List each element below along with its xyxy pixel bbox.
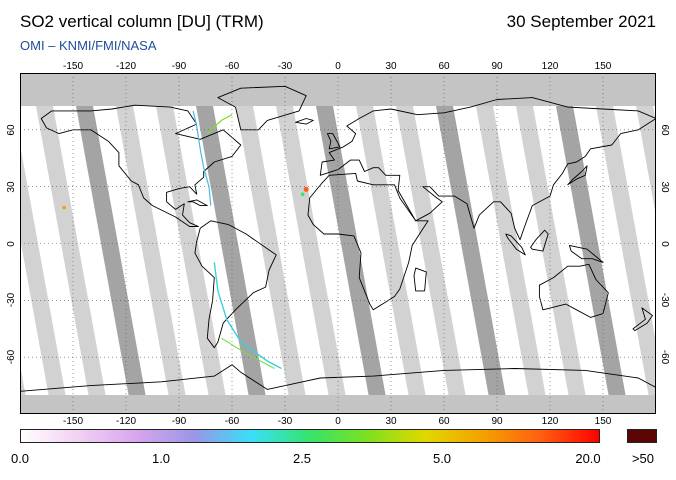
- lon-tick-label: 0: [335, 416, 341, 427]
- swath-gap: [550, 73, 629, 414]
- lon-tick-label: 120: [541, 61, 559, 72]
- lat-tick-label: -30: [6, 293, 17, 308]
- outline-new-zealand: [632, 307, 653, 332]
- swath-gap: [70, 73, 149, 414]
- outline-iceland: [295, 118, 314, 125]
- swath-gap: [470, 73, 549, 414]
- lon-tick-label: 60: [438, 416, 450, 427]
- swath-gap: [110, 73, 189, 414]
- swath-gap: [230, 73, 309, 414]
- data-credit: OMI – KNMI/FMI/NASA: [20, 38, 157, 53]
- lat-lon-grid: [20, 73, 656, 414]
- lat-tick-label: -60: [6, 349, 17, 365]
- colorbar-overflow-swatch: [627, 429, 657, 443]
- orbit-swath-gaps: [20, 73, 656, 414]
- swath-gap: [310, 73, 389, 414]
- lat-tick-label: -60: [659, 349, 670, 365]
- lon-tick-label: -90: [171, 61, 187, 72]
- outline-borneo: [530, 229, 549, 252]
- outline-australia: [538, 263, 609, 318]
- lon-tick-label: 0: [335, 61, 341, 72]
- colorbar-label: 1.0: [151, 451, 171, 466]
- so2-trace: [213, 262, 282, 370]
- outline-africa: [307, 172, 429, 311]
- lon-tick-label: 90: [491, 416, 503, 427]
- so2-trace: [221, 337, 275, 369]
- colorbar-label: 5.0: [432, 451, 452, 466]
- lat-tick-label: -30: [659, 293, 670, 308]
- swath-gap: [20, 144, 69, 414]
- lon-tick-label: -90: [171, 416, 187, 427]
- outline-north-america: [40, 104, 242, 227]
- swath-gap: [30, 73, 109, 414]
- outline-japan: [567, 165, 588, 186]
- lat-tick-label: 60: [659, 124, 670, 136]
- map-frame: [20, 73, 656, 414]
- swath-gap: [590, 73, 656, 414]
- outline-south-america: [194, 220, 277, 349]
- continent-outlines: [20, 85, 656, 414]
- outline-sumatra: [505, 233, 526, 256]
- lon-tick-label: -60: [224, 61, 240, 72]
- colorbar-label: 20.0: [575, 451, 601, 466]
- lon-tick-label: 90: [491, 61, 503, 72]
- lon-tick-label: -60: [224, 416, 240, 427]
- colorbar: [20, 429, 600, 443]
- colorbar-gradient: [20, 429, 600, 443]
- map-date: 30 September 2021: [506, 12, 656, 31]
- lon-tick-label: -150: [62, 416, 84, 427]
- volcanic-hotspot: [303, 186, 309, 192]
- outline-eurasia: [319, 97, 656, 241]
- lon-tick-label: -120: [115, 61, 137, 72]
- outline-greenland: [217, 85, 307, 131]
- colorbar-label: >50: [631, 451, 655, 466]
- lon-tick-label: 120: [541, 416, 559, 427]
- lat-tick-label: 30: [659, 181, 670, 193]
- lon-tick-label: 30: [385, 61, 397, 72]
- colorbar-label: 0.0: [10, 451, 30, 466]
- lat-tick-label: 0: [659, 240, 670, 247]
- lon-tick-label: -30: [277, 61, 293, 72]
- lon-tick-label: 60: [438, 61, 450, 72]
- so2-plume-traces: [62, 110, 309, 370]
- swath-gap: [190, 73, 269, 414]
- swath-gap: [430, 73, 509, 414]
- lat-tick-label: 0: [6, 240, 17, 247]
- swath-gap: [510, 73, 589, 414]
- so2-world-map: [20, 73, 656, 414]
- swath-gap: [390, 73, 469, 414]
- lon-tick-label: 30: [385, 416, 397, 427]
- swath-gap: [350, 73, 429, 414]
- lat-tick-label: 30: [6, 181, 17, 193]
- colorbar-label: 2.5: [292, 451, 312, 466]
- lon-tick-label: -30: [277, 416, 293, 427]
- outline-antarctica: [20, 364, 656, 414]
- swath-gap: [150, 73, 229, 414]
- outline-madagascar: [413, 267, 427, 292]
- outline-uk: [326, 133, 341, 150]
- lon-tick-label: -120: [115, 416, 137, 427]
- swath-gap: [630, 73, 656, 216]
- lon-tick-label: 150: [594, 61, 612, 72]
- lon-tick-label: -150: [62, 61, 84, 72]
- swath-gap: [270, 73, 349, 414]
- so2-trace: [192, 110, 212, 206]
- outline-new-guinea: [568, 244, 604, 263]
- so2-trace: [206, 114, 233, 135]
- lat-tick-label: 60: [6, 124, 17, 136]
- outline-cuba: [187, 199, 208, 207]
- volcanic-hotspot: [62, 205, 66, 210]
- map-title: SO2 vertical column [DU] (TRM): [20, 12, 264, 31]
- lon-tick-label: 150: [594, 416, 612, 427]
- volcanic-hotspot: [300, 192, 305, 197]
